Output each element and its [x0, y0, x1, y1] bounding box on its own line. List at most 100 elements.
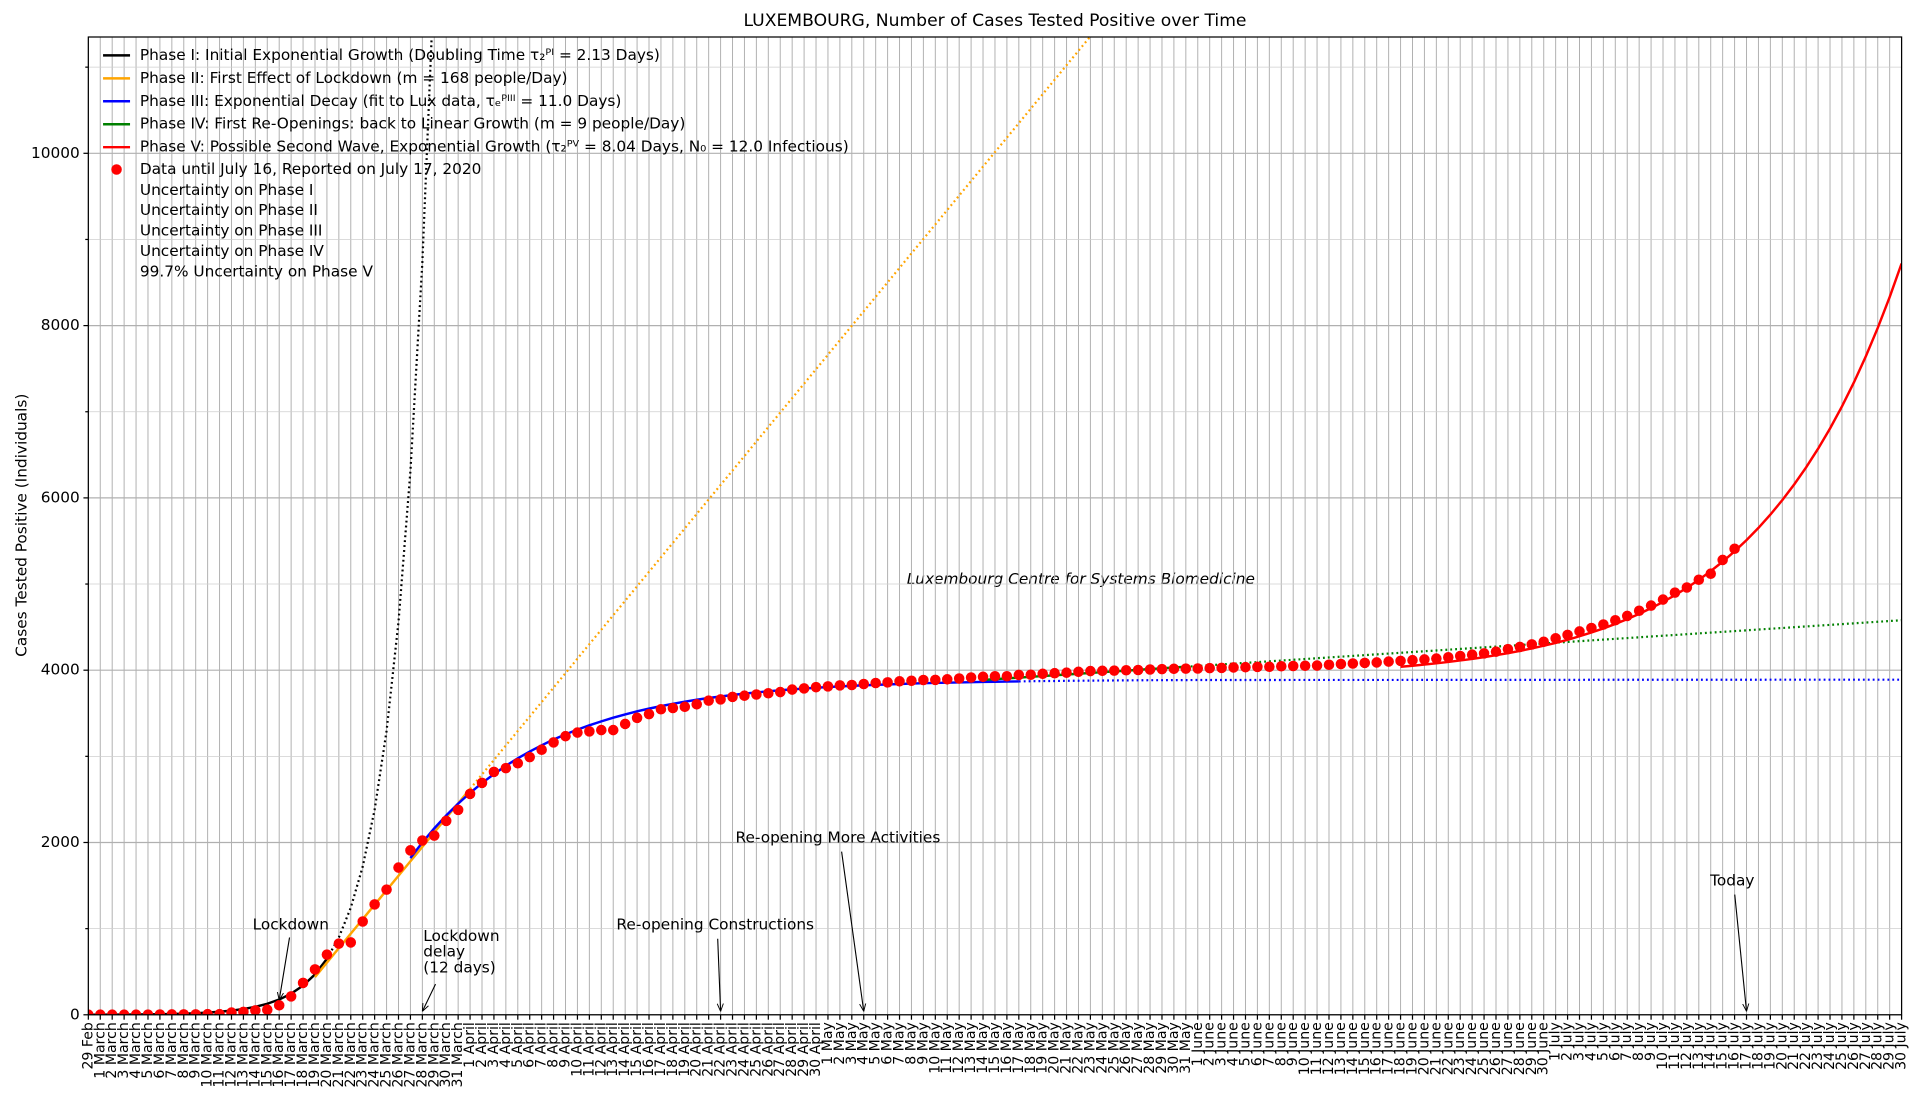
legend-note: 99.7% Uncertainty on Phase V: [140, 262, 374, 280]
annotation-arrow: [422, 983, 437, 1011]
x-tick-label: 16 June: [1369, 1022, 1385, 1075]
data-point: [977, 671, 989, 683]
data-point: [894, 676, 905, 687]
data-point: [381, 884, 392, 895]
x-tick-label: 25 July: [1834, 1022, 1850, 1070]
data-point: [1287, 660, 1299, 672]
data-point: [1013, 669, 1025, 681]
x-tick-label: 28 July: [1870, 1022, 1886, 1070]
data-point: [238, 1006, 249, 1015]
x-tick-label: 23 July: [1810, 1022, 1826, 1070]
x-tick-label: 18 April: [665, 1022, 681, 1077]
y-tick-label: 4000: [41, 661, 80, 679]
data-point: [88, 1009, 94, 1015]
data-point: [1371, 657, 1382, 668]
x-tick-label: 25 March: [379, 1022, 395, 1087]
data-point: [357, 916, 368, 927]
x-tick-label: 6 July: [1607, 1022, 1623, 1061]
data-point: [130, 1009, 142, 1015]
data-point: [953, 673, 965, 684]
x-tick-label: 2 May: [832, 1022, 848, 1065]
data-point: [1538, 636, 1549, 648]
data-point: [1132, 664, 1144, 676]
x-tick-label: 1 March: [92, 1022, 108, 1078]
plot-area: [88, 37, 1902, 1015]
x-tick-label: 30 April: [808, 1022, 824, 1077]
data-point: [1240, 661, 1251, 673]
extrapolation-line: [469, 37, 1092, 790]
data-point: [858, 678, 870, 690]
x-tick-label: 10 April: [569, 1022, 585, 1077]
grid: [87, 37, 1903, 1016]
data-point: [1264, 661, 1275, 673]
x-tick-label: 28 May: [1142, 1022, 1158, 1074]
data-point: [118, 1009, 130, 1015]
data-point: [1252, 661, 1263, 673]
data-point: [1347, 658, 1359, 669]
data-point: [1598, 619, 1609, 630]
annotation-arrow: [279, 937, 291, 1001]
data-point: [584, 726, 595, 737]
data-point: [715, 694, 726, 705]
x-tick-label: 4 July: [1583, 1022, 1599, 1061]
data-point: [154, 1009, 166, 1015]
x-tick-label: 14 May: [975, 1022, 991, 1074]
data-point: [106, 1009, 118, 1015]
x-tick-label: 19 March: [307, 1022, 323, 1087]
data-point: [906, 675, 917, 687]
annotation-text: Lockdown: [253, 916, 329, 934]
data-point: [190, 1009, 201, 1015]
x-tick-label: 3 May: [844, 1022, 860, 1065]
data-point: [1001, 670, 1013, 682]
data-point: [464, 788, 476, 800]
data-point: [786, 684, 798, 695]
data-point: [273, 1000, 285, 1011]
data-point: [1431, 653, 1442, 664]
x-tick-label: 14 March: [247, 1022, 263, 1087]
x-tick-label: 24 May: [1094, 1022, 1110, 1074]
data-point: [452, 804, 464, 816]
data-point: [1681, 582, 1693, 593]
data-point: [166, 1009, 178, 1015]
x-tick-label: 21 July: [1786, 1022, 1802, 1070]
x-tick-label: 27 June: [1500, 1022, 1516, 1075]
x-tick-label: 27 May: [1130, 1022, 1146, 1074]
x-tick-label: 24 June: [1464, 1022, 1480, 1075]
x-tick-label: 16 May: [999, 1022, 1015, 1074]
data-point: [1049, 667, 1060, 679]
x-tick-label: 17 March: [283, 1022, 299, 1087]
x-tick-label: 18 March: [295, 1022, 311, 1087]
legend-note: Uncertainty on Phase II: [140, 201, 318, 219]
x-tick-label: 20 July: [1774, 1022, 1790, 1070]
x-tick-label: 1 May: [820, 1022, 836, 1065]
x-tick-label: 11 April: [581, 1022, 597, 1077]
x-tick-label: 28 June: [1512, 1022, 1528, 1075]
data-point: [1466, 649, 1478, 660]
x-tick-label: 2 June: [1202, 1022, 1218, 1066]
x-tick-label: 26 May: [1118, 1022, 1134, 1074]
data-point: [1645, 600, 1657, 611]
x-tick-label: 4 June: [1226, 1022, 1242, 1066]
data-point: [297, 977, 309, 989]
data-point: [751, 689, 762, 700]
data-point: [739, 690, 750, 701]
data-point: [261, 1004, 273, 1015]
x-tick-label: 30 May: [1166, 1022, 1182, 1074]
x-tick-label: 7 March: [164, 1022, 180, 1078]
x-tick-label: 15 July: [1715, 1022, 1731, 1070]
legend: Phase I: Initial Exponential Growth (Dou…: [103, 46, 849, 280]
x-tick-label: 17 May: [1011, 1022, 1027, 1074]
data-point: [345, 937, 357, 948]
x-tick-label: 6 April: [522, 1022, 538, 1068]
data-point: [1621, 610, 1633, 622]
data-point: [655, 703, 667, 715]
x-tick-label: 9 May: [915, 1022, 931, 1065]
data-point: [1168, 663, 1180, 675]
data-point: [1550, 633, 1561, 644]
x-tick-label: 27 July: [1858, 1022, 1874, 1070]
data-point: [1061, 667, 1072, 678]
data-point: [1025, 669, 1037, 681]
data-point: [691, 699, 703, 710]
annotation-text: (12 days): [423, 959, 496, 977]
